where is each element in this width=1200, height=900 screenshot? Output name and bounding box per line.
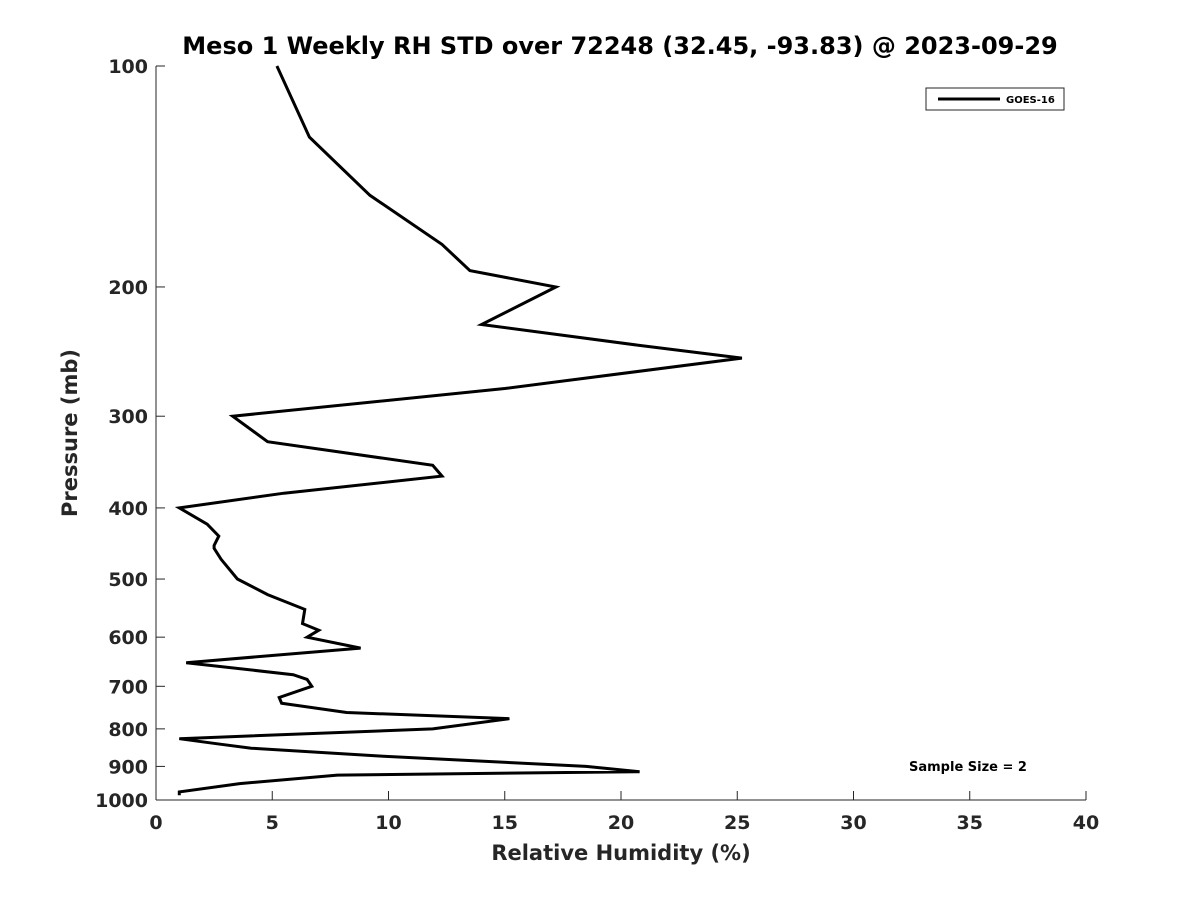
y-tick-label: 600	[108, 627, 148, 649]
x-tick-label: 40	[1073, 812, 1099, 834]
x-tick-label: 35	[957, 812, 983, 834]
series-line-goes-16	[174, 65, 743, 796]
legend: GOES-16	[925, 87, 1065, 111]
x-tick-label: 10	[375, 812, 401, 834]
y-tick-label: 200	[108, 277, 148, 299]
y-axis-label: Pressure (mb)	[58, 349, 82, 517]
y-tick-label: 900	[108, 756, 148, 778]
y-axis-ticks: 100 200 300 400 500 600 700 800 900 1000	[95, 56, 165, 812]
x-tick-label: 0	[149, 812, 162, 834]
x-axis-ticks: 0 5 10 15 20 25 30 35 40	[149, 791, 1099, 834]
x-axis-label: Relative Humidity (%)	[491, 841, 750, 865]
x-tick-label: 20	[608, 812, 634, 834]
chart-title: Meso 1 Weekly RH STD over 72248 (32.45, …	[182, 32, 1057, 60]
y-tick-label: 800	[108, 719, 148, 741]
y-tick-label: 500	[108, 569, 148, 591]
y-tick-label: 100	[108, 56, 148, 78]
y-tick-label: 700	[108, 676, 148, 698]
legend-label: GOES-16	[1006, 95, 1055, 106]
x-tick-label: 25	[724, 812, 750, 834]
series-group	[174, 65, 743, 796]
sample-size-annotation: Sample Size = 2	[909, 760, 1027, 775]
y-tick-label: 400	[108, 498, 148, 520]
x-tick-label: 5	[266, 812, 279, 834]
x-tick-label: 15	[492, 812, 518, 834]
y-tick-label: 1000	[95, 790, 148, 812]
x-tick-label: 30	[840, 812, 866, 834]
y-tick-label: 300	[108, 406, 148, 428]
